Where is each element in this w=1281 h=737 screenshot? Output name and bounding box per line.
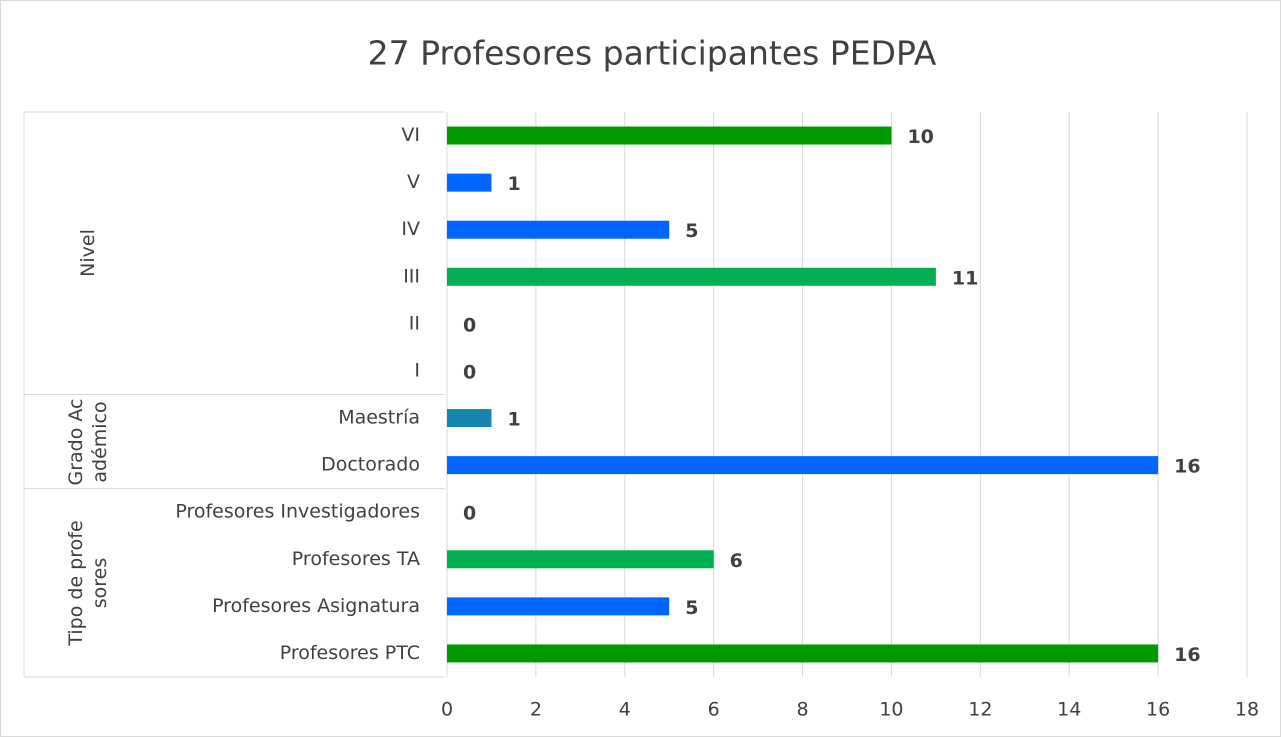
x-tick-label: 0	[441, 699, 453, 721]
y-tick-label: IV	[401, 218, 420, 240]
y-tick-label: Profesores Asignatura	[212, 595, 420, 617]
x-tick-label: 2	[530, 699, 542, 721]
data-label: 1	[507, 173, 520, 195]
x-tick-label: 14	[1057, 699, 1081, 721]
data-label: 5	[685, 597, 698, 619]
y-tick-label: VI	[401, 124, 420, 146]
data-label: 10	[907, 126, 933, 148]
data-label: 0	[463, 314, 476, 336]
bar	[447, 220, 670, 239]
data-label: 16	[1174, 456, 1200, 478]
x-tick-label: 12	[968, 699, 992, 721]
y-tick-label: III	[403, 265, 420, 287]
y-tick-label: Profesores TA	[292, 548, 420, 570]
y-tick-label: V	[407, 171, 420, 193]
x-tick-label: 10	[879, 699, 903, 721]
data-label: 11	[952, 267, 978, 289]
y-tick-label: Profesores PTC	[280, 642, 420, 664]
x-tick-label: 8	[797, 699, 809, 721]
bar	[447, 267, 936, 286]
data-label: 16	[1174, 644, 1200, 666]
group-label: Tipo de profesores	[65, 520, 111, 646]
bar	[447, 597, 670, 616]
group-label: Grado Académico	[65, 398, 111, 486]
bar	[447, 550, 714, 569]
data-label: 0	[463, 503, 476, 525]
y-tick-label: Doctorado	[321, 454, 420, 476]
data-label: 1	[507, 409, 520, 431]
y-tick-label: I	[414, 359, 420, 381]
y-tick-label: Profesores Investigadores	[175, 501, 420, 523]
bar	[447, 173, 492, 192]
chart-title: 27 Profesores participantes PEDPA	[368, 34, 937, 73]
bar	[447, 126, 892, 145]
x-tick-label: 18	[1235, 699, 1259, 721]
data-label: 0	[463, 361, 476, 383]
bar	[447, 644, 1159, 663]
bar	[447, 456, 1159, 475]
bar	[447, 409, 492, 428]
data-label: 6	[730, 550, 743, 572]
y-tick-label: Maestría	[338, 407, 420, 429]
data-label: 5	[685, 220, 698, 242]
x-tick-label: 6	[708, 699, 720, 721]
x-tick-label: 4	[619, 699, 631, 721]
group-label: Nivel	[77, 229, 99, 278]
x-tick-label: 16	[1146, 699, 1170, 721]
y-tick-label: II	[409, 312, 420, 334]
